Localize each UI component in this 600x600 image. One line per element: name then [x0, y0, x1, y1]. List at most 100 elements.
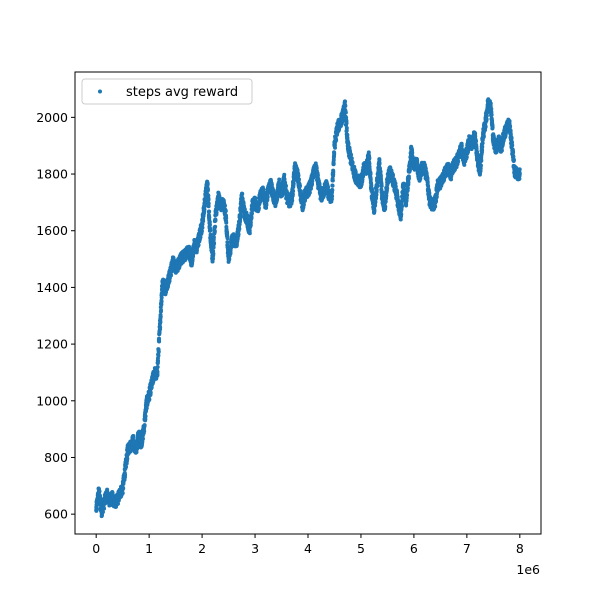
- data-point: [237, 226, 242, 231]
- data-point: [367, 161, 372, 166]
- data-point: [194, 248, 199, 253]
- data-point: [155, 365, 160, 370]
- data-point: [398, 217, 403, 222]
- data-point: [330, 194, 335, 199]
- x-tick-label: 6: [410, 541, 418, 556]
- data-point: [157, 336, 162, 341]
- legend-marker: [98, 89, 102, 94]
- data-point: [405, 186, 410, 191]
- data-point: [378, 174, 383, 179]
- data-point: [121, 486, 126, 491]
- data-point: [479, 158, 484, 163]
- data-point: [510, 143, 515, 148]
- data-point: [143, 414, 148, 419]
- data-point: [290, 198, 295, 203]
- x-tick-label: 0: [92, 541, 100, 556]
- data-point: [383, 204, 388, 209]
- data-point: [373, 199, 378, 204]
- data-point: [156, 349, 161, 354]
- data-point: [489, 106, 494, 111]
- data-point: [94, 507, 99, 512]
- data-point: [342, 99, 347, 104]
- data-point: [213, 224, 218, 229]
- data-point: [269, 182, 274, 187]
- data-point: [214, 210, 219, 215]
- data-point: [210, 256, 215, 261]
- y-tick-label: 1600: [36, 223, 68, 238]
- data-point: [142, 429, 147, 434]
- data-point: [100, 509, 105, 514]
- data-point: [140, 436, 145, 441]
- x-axis-offset-label: 1e6: [516, 562, 540, 577]
- data-point: [223, 209, 228, 214]
- data-point: [227, 257, 232, 262]
- data-point: [211, 235, 216, 240]
- data-point: [332, 151, 337, 156]
- data-point: [330, 178, 335, 183]
- data-point: [215, 207, 220, 212]
- data-point: [225, 236, 230, 241]
- data-point: [393, 181, 398, 186]
- data-point: [349, 156, 354, 161]
- data-point: [167, 279, 172, 284]
- data-point: [379, 183, 384, 188]
- data-point: [205, 182, 210, 187]
- data-point: [517, 172, 522, 177]
- data-point: [307, 190, 312, 195]
- data-point: [427, 191, 432, 196]
- data-point: [159, 302, 164, 307]
- data-point: [301, 202, 306, 207]
- data-point: [264, 202, 269, 207]
- data-point: [134, 450, 139, 455]
- data-point: [211, 251, 216, 256]
- data-point: [291, 181, 296, 186]
- data-point: [459, 143, 464, 148]
- data-point: [282, 172, 287, 177]
- data-point: [374, 187, 379, 192]
- data-point: [224, 220, 229, 225]
- data-point: [284, 183, 289, 188]
- data-point: [241, 201, 246, 206]
- data-point: [264, 205, 269, 210]
- y-tick-label: 1800: [36, 167, 68, 182]
- data-point: [191, 254, 196, 259]
- data-point: [265, 195, 270, 200]
- data-point: [333, 145, 338, 150]
- legend-box: [81, 78, 253, 105]
- data-point: [344, 121, 349, 126]
- data-point: [131, 433, 136, 438]
- data-point: [474, 146, 479, 151]
- data-point: [213, 218, 218, 223]
- data-point: [207, 215, 212, 220]
- data-point: [374, 192, 379, 197]
- data-point: [480, 144, 485, 149]
- legend: steps avg reward: [81, 78, 253, 105]
- data-point: [511, 157, 516, 162]
- data-point: [345, 132, 350, 137]
- data-point: [203, 201, 208, 206]
- data-point: [480, 141, 485, 146]
- data-point: [212, 241, 217, 246]
- y-tick-label: 2000: [36, 110, 68, 125]
- data-point: [240, 191, 245, 196]
- data-point: [297, 183, 302, 188]
- data-point: [115, 501, 120, 506]
- data-point: [207, 222, 212, 227]
- y-tick-label: 1200: [36, 337, 68, 352]
- data-point: [290, 192, 295, 197]
- data-point: [410, 151, 415, 156]
- data-point: [404, 196, 409, 201]
- data-point: [206, 193, 211, 198]
- data-point: [159, 295, 164, 300]
- data-point: [395, 194, 400, 199]
- data-point: [331, 170, 336, 175]
- data-point: [158, 325, 163, 330]
- data-point: [222, 203, 227, 208]
- data-point: [484, 117, 489, 122]
- data-point: [399, 212, 404, 217]
- data-point: [159, 308, 164, 313]
- data-point: [156, 353, 161, 358]
- data-point: [275, 196, 280, 201]
